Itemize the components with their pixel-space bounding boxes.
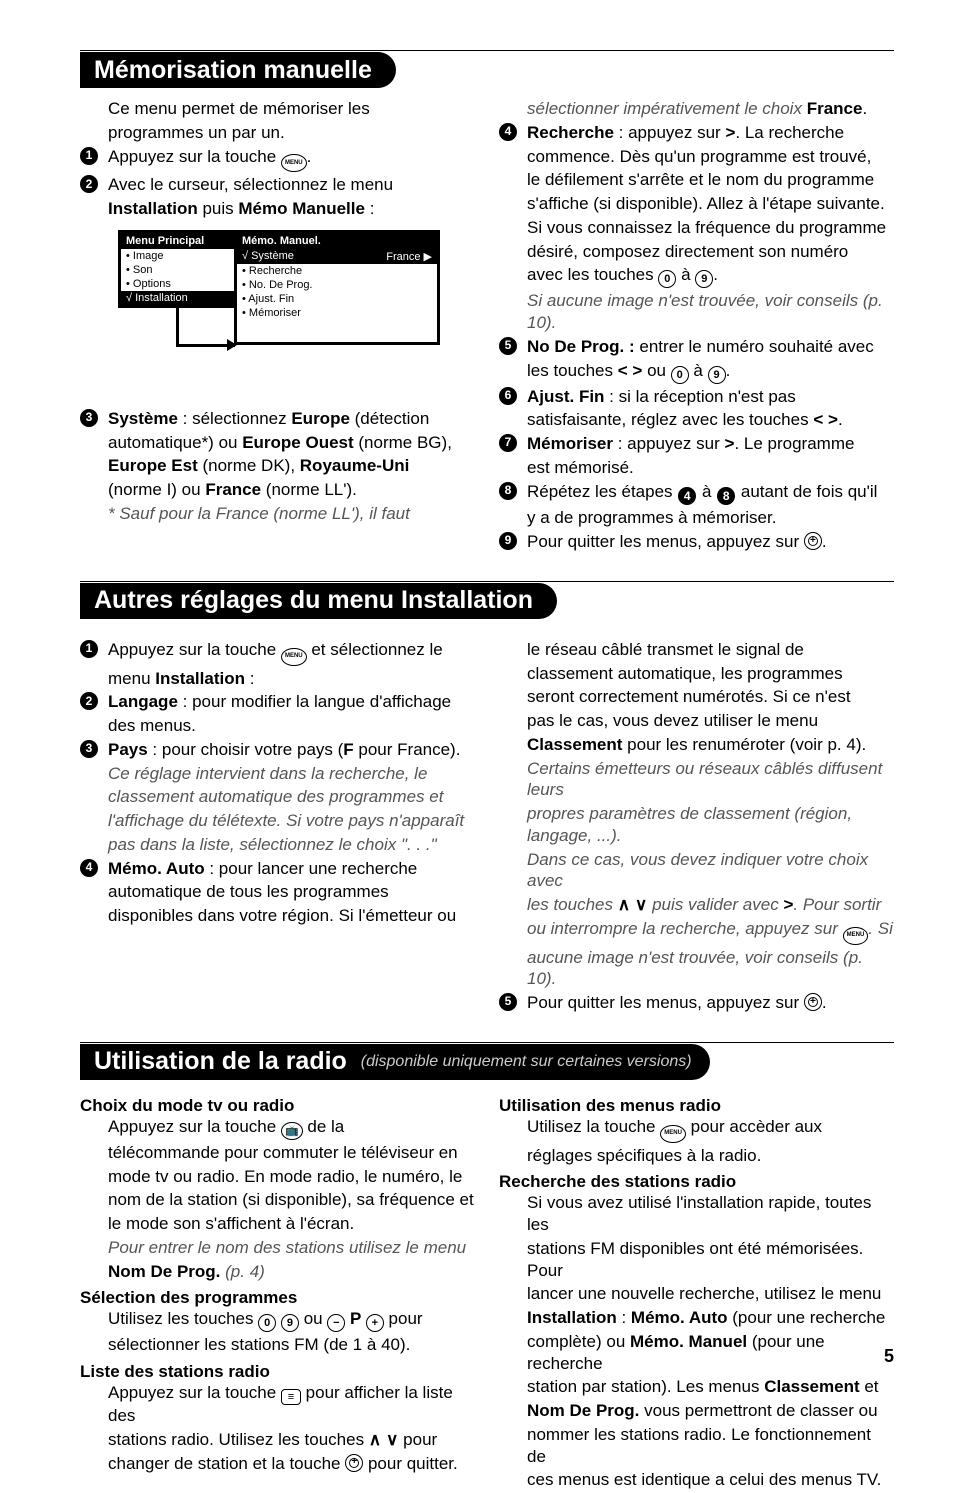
step-bullet-7: 7 <box>499 434 517 452</box>
step-bullet-3: 3 <box>80 409 98 427</box>
left-arrow-icon: < <box>618 361 628 380</box>
sec3-h1: Choix du mode tv ou radio <box>80 1096 475 1116</box>
ref-step-4-icon: 4 <box>678 487 696 505</box>
down-arrow-icon: ∨ <box>635 895 647 914</box>
up-arrow-icon: ∧ <box>618 895 630 914</box>
page-number: 5 <box>884 1346 894 1367</box>
right-arrow-icon: > <box>632 361 642 380</box>
sec2-step-3: 3 Pays : pour choisir votre pays (F pour… <box>80 739 475 761</box>
section-2-title: Autres réglages du menu Installation <box>80 583 557 619</box>
step-bullet-6: 6 <box>499 387 517 405</box>
section-3-subtitle: (disponible uniquement sur certaines ver… <box>361 1053 692 1071</box>
menu-key-icon: MENU <box>660 1125 686 1143</box>
sec3-rh2: Recherche des stations radio <box>499 1172 894 1192</box>
step-bullet-9: 9 <box>499 532 517 550</box>
key-0-icon: 0 <box>671 366 689 384</box>
sec3-rh1: Utilisation des menus radio <box>499 1096 894 1116</box>
sec1-step-6: 6 Ajust. Fin : si la réception n'est pas <box>499 386 894 408</box>
step-bullet-4: 4 <box>499 123 517 141</box>
sec1-step-7: 7 Mémoriser : appuyez sur >. Le programm… <box>499 433 894 455</box>
sec1-step-9: 9 Pour quitter les menus, appuyez sur +. <box>499 531 894 553</box>
sec3-h3: Liste des stations radio <box>80 1362 475 1382</box>
list-key-icon: ≡ <box>281 1389 301 1405</box>
sec2-step-4: 4 Mémo. Auto : pour lancer une recherche <box>80 858 475 880</box>
sec2-step-2: 2 Langage : pour modifier la langue d'af… <box>80 691 475 713</box>
osd-arrow-icon <box>176 302 235 347</box>
key-9-icon: 9 <box>695 270 713 288</box>
exit-key-icon: + <box>804 532 822 550</box>
osd-main-menu: Menu Principal • Image • Son • Options √… <box>118 230 244 308</box>
step-bullet-5: 5 <box>499 337 517 355</box>
section-1-title: Mémorisation manuelle <box>80 52 396 88</box>
sec2-step-5: 5 Pour quitter les menus, appuyez sur +. <box>499 992 894 1014</box>
key-0-icon: 0 <box>258 1314 276 1332</box>
ref-step-8-icon: 8 <box>717 487 735 505</box>
sec1-intro-2: programmes un par un. <box>80 122 475 144</box>
key-9-icon: 9 <box>281 1314 299 1332</box>
sec1-step-3: 3 Système : sélectionnez Europe (détecti… <box>80 408 475 430</box>
sec1-intro-1: Ce menu permet de mémoriser les <box>80 98 475 120</box>
menu-key-icon: MENU <box>281 154 307 172</box>
osd-illustration: Menu Principal • Image • Son • Options √… <box>118 230 475 394</box>
menu-key-icon: MENU <box>843 927 869 945</box>
step-bullet-1: 1 <box>80 147 98 165</box>
sec3-h2: Sélection des programmes <box>80 1288 475 1308</box>
key-9-icon: 9 <box>708 366 726 384</box>
sec1-step-1: 1 Appuyez sur la touche MENU. <box>80 146 475 173</box>
sec1-step-8: 8 Répétez les étapes 4 à 8 autant de foi… <box>499 481 894 506</box>
step-bullet-8: 8 <box>499 482 517 500</box>
sec1-footnote: * Sauf pour la France (norme LL'), il fa… <box>80 503 475 525</box>
sec1-step-2: 2 Avec le curseur, sélectionnez le menu <box>80 174 475 196</box>
key-0-icon: 0 <box>658 270 676 288</box>
section-3-header: Utilisation de la radio (disponible uniq… <box>80 1042 894 1082</box>
exit-key-icon: + <box>345 1454 363 1472</box>
exit-key-icon: + <box>804 993 822 1011</box>
osd-memo-menu: Mémo. Manuel. √ SystèmeFrance ▶ • Recher… <box>234 230 440 345</box>
plus-key-icon: + <box>366 1314 384 1332</box>
sec1-step-4: 4 Recherche : appuyez sur >. La recherch… <box>499 122 894 144</box>
tv-radio-key-icon: 📺 <box>281 1122 303 1140</box>
section-2-header: Autres réglages du menu Installation <box>80 581 894 621</box>
minus-key-icon: − <box>327 1314 345 1332</box>
section-1-header: Mémorisation manuelle <box>80 50 894 90</box>
sec1-step-2b: Installation puis Mémo Manuelle : <box>80 198 475 220</box>
sec2-step-1: 1 Appuyez sur la touche MENU et sélectio… <box>80 639 475 666</box>
menu-key-icon: MENU <box>281 648 307 666</box>
right-arrow-icon: > <box>725 123 735 142</box>
section-3-title: Utilisation de la radio <box>94 1047 347 1076</box>
step-bullet-2: 2 <box>80 175 98 193</box>
sec1-step-5: 5 No De Prog. : entrer le numéro souhait… <box>499 336 894 358</box>
